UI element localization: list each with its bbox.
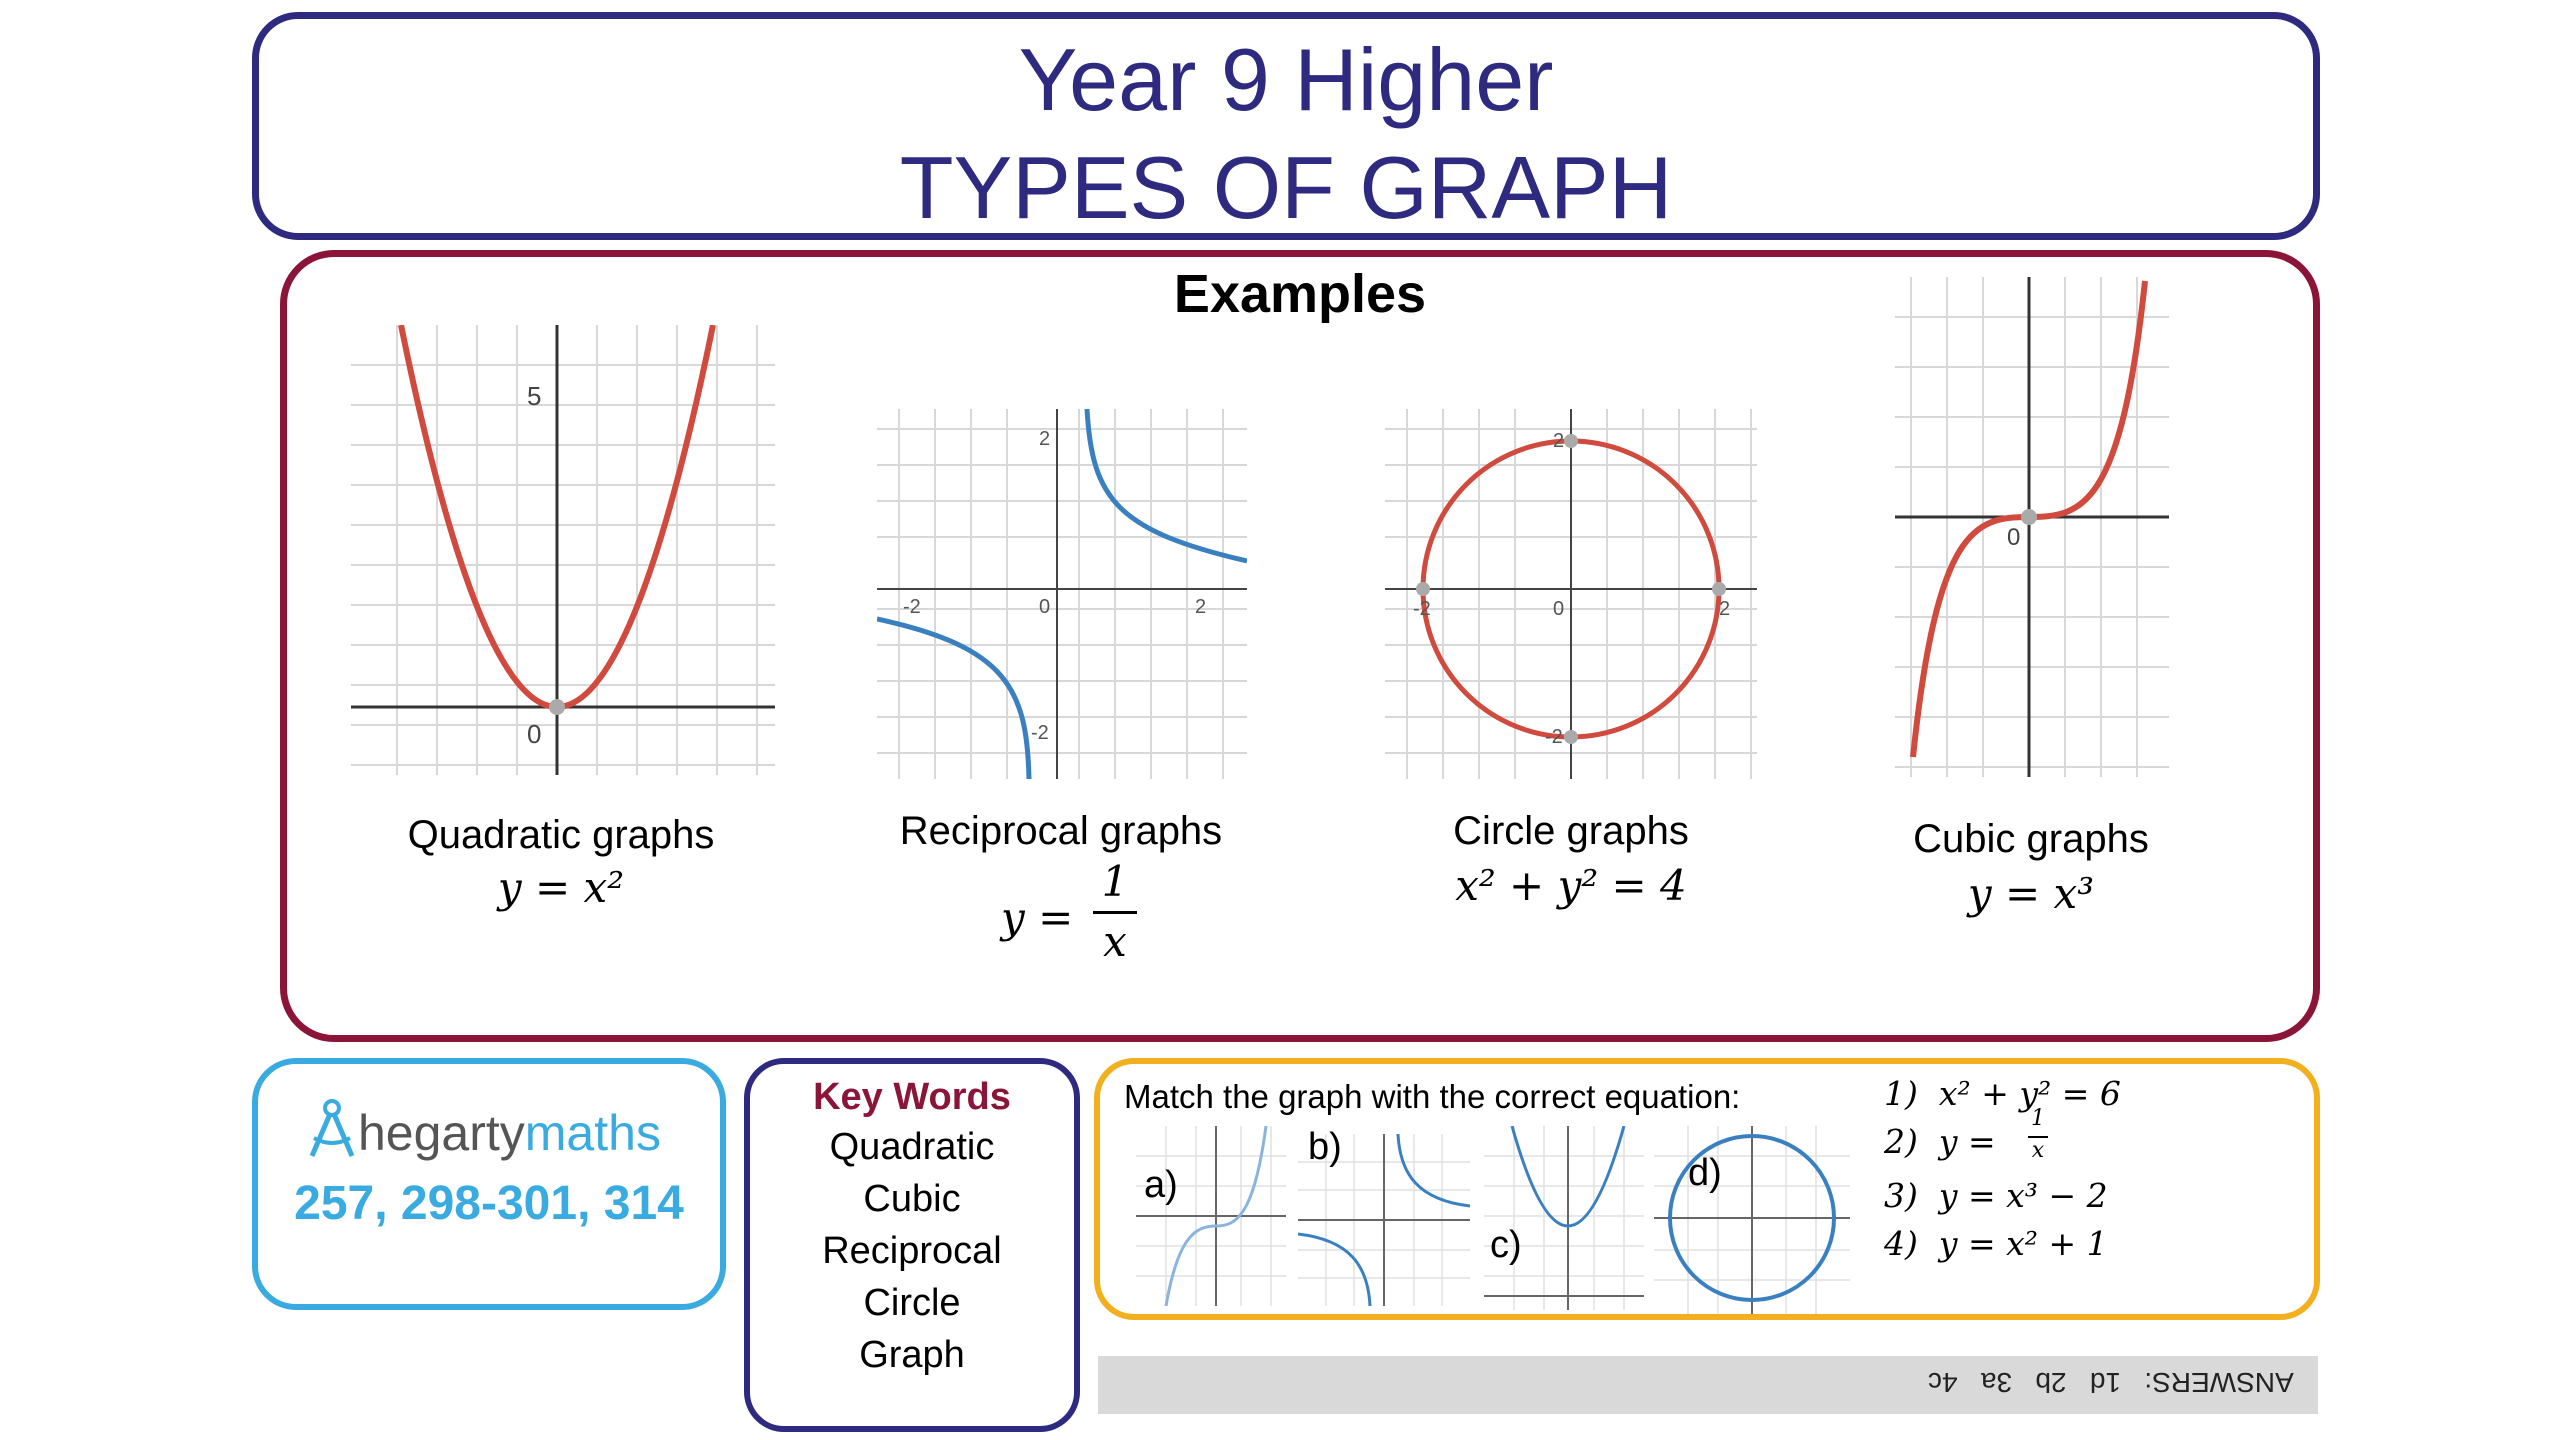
option-number: 1) [1884,1074,1918,1113]
tick-label: 5 [527,381,541,411]
option-4: 4) y = x² + 1 [1884,1224,2108,1263]
option-1: 1) x² + y² = 6 [1884,1074,2121,1113]
title-year: Year 9 Higher [1018,30,1554,129]
fraction-bar [2028,1136,2048,1138]
cubic-label: Cubic graphs [1913,817,2149,861]
mini-graph-d [1654,1126,1850,1314]
tick-label: 2 [1195,596,1206,618]
option-equation: y = x² + 1 [1938,1224,2108,1263]
quadratic-equation: y = x² [497,863,625,912]
title-topic: TYPES OF GRAPH [899,138,1673,237]
keywords-title: Key Words [813,1076,1011,1118]
examples-panel: Examples 5 0 Quadratic graphs y = x² [280,250,2320,1042]
title-banner: Year 9 Higher TYPES OF GRAPH [252,12,2320,240]
option-equation: y = x³ − 2 [1938,1176,2108,1215]
compass-icon [309,1099,355,1157]
tick-label: -2 [903,596,921,618]
mini-label-b: b) [1308,1126,1342,1168]
match-activity-panel: Match the graph with the correct equatio… [1094,1058,2320,1320]
answers-text: ANSWERS: 1d 2b 3a 4c [1928,1367,2294,1398]
tick-label: 2 [1553,430,1564,452]
circle-equation: x² + y² = 4 [1455,861,1687,910]
keywords-panel: Key Words Quadratic Cubic Reciprocal Cir… [744,1058,1080,1432]
reciprocal-label: Reciprocal graphs [899,809,1223,853]
tick-label: -2 [1545,726,1563,748]
circle-label: Circle graphs [1453,809,1689,853]
cubic-graph: 0 [1895,277,2169,777]
mini-graph-c [1484,1126,1644,1310]
keyword-item: Cubic [863,1178,961,1220]
answers-bar: ANSWERS: 1d 2b 3a 4c [1098,1356,2318,1414]
fraction-bar [1093,911,1137,914]
reciprocal-eq-numerator: 1 [1101,857,1129,906]
keyword-item: Reciprocal [822,1230,1002,1272]
brand-maths: maths [524,1105,661,1161]
circle-graph: -2 0 2 2 -2 [1385,409,1757,779]
reciprocal-graph: -2 0 2 2 -2 [877,409,1247,779]
mini-label-d: d) [1688,1152,1722,1194]
mini-label-a: a) [1144,1164,1178,1206]
tick-label: 0 [1039,596,1050,618]
hegarty-task-numbers: 257, 298-301, 314 [294,1177,684,1230]
option-eq-numerator: 1 [2031,1106,2045,1131]
tick-label: 0 [527,719,541,749]
option-2: 2) y = 1 x [1884,1106,2048,1182]
keyword-item: Graph [859,1334,965,1376]
tick-label: 0 [2007,524,2020,551]
reciprocal-equation: y = 1 x [831,857,1291,967]
option-3: 3) y = x³ − 2 [1884,1176,2108,1215]
match-prompt: Match the graph with the correct equatio… [1124,1078,1741,1115]
keyword-item: Quadratic [829,1126,995,1168]
option-equation: x² + y² = 6 [1938,1074,2121,1113]
tick-label: 2 [1039,428,1050,450]
mini-label-c: c) [1490,1224,1522,1266]
mini-graph-a [1136,1126,1286,1306]
tick-label: 0 [1553,598,1564,620]
option-number: 2) [1884,1122,1918,1161]
quadratic-label: Quadratic graphs [407,813,715,857]
option-eq-lhs: y = [1938,1122,1996,1161]
reciprocal-eq-lhs: y = [1001,893,1074,942]
option-eq-denominator: x [2031,1138,2045,1163]
reciprocal-eq-denominator: x [1103,917,1127,966]
tick-label: -2 [1413,598,1431,620]
brand-hegarty: hegarty [358,1105,525,1161]
keyword-item: Circle [863,1282,961,1324]
option-number: 3) [1884,1176,1918,1215]
quadratic-graph: 5 0 [351,325,775,775]
hegarty-panel: hegartymaths 257, 298-301, 314 [252,1058,726,1310]
option-number: 4) [1884,1224,1918,1263]
tick-label: -2 [1031,722,1049,744]
examples-heading: Examples [1173,264,1427,324]
tick-label: 2 [1719,598,1730,620]
cubic-equation: y = x³ [1967,869,2095,918]
mini-graph-b [1298,1134,1470,1306]
hegarty-logo: hegartymaths [306,1098,661,1162]
